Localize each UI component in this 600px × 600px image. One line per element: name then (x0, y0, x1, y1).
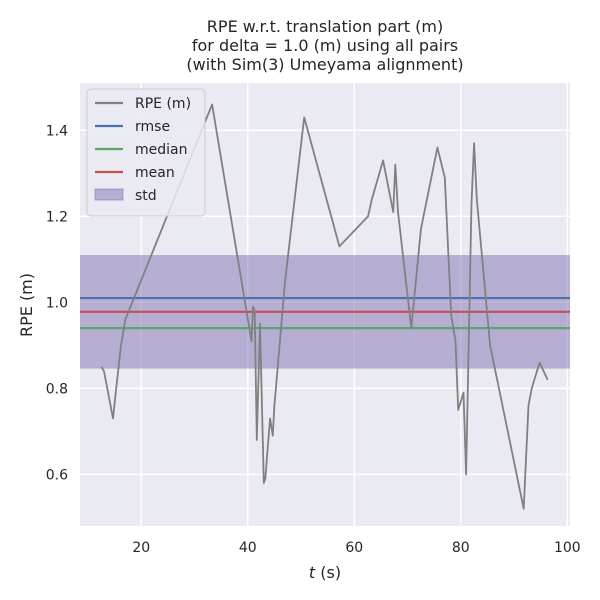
legend-label: mean (135, 165, 175, 181)
legend: RPE (m) rmse median mean std (86, 88, 206, 217)
x-tick-label: 20 (132, 540, 150, 556)
legend-label: RPE (m) (135, 96, 191, 112)
x-tick-label: 60 (345, 540, 363, 556)
chart-title-line: for delta = 1.0 (m) using all pairs (192, 36, 458, 55)
legend-label: std (135, 188, 157, 204)
x-axis-label-italic: t (309, 563, 316, 582)
y-tick-label: 1.4 (46, 123, 68, 139)
x-tick-label: 100 (554, 540, 581, 556)
legend-swatch (94, 188, 124, 201)
tick-labels: 20 40 60 80 100 0.6 0.8 1.0 1.2 1.4 (46, 123, 581, 556)
legend-label: rmse (135, 119, 170, 135)
legend-box (86, 88, 206, 217)
x-tick-label: 40 (239, 540, 257, 556)
y-axis-label: RPE (m) (17, 273, 36, 337)
rpe-series-line (100, 103, 549, 510)
y-tick-label: 0.6 (46, 467, 68, 483)
y-tick-label: 1.2 (46, 209, 68, 225)
chart-title-line: (with Sim(3) Umeyama alignment) (186, 55, 463, 74)
y-tick-label: 0.8 (46, 381, 68, 397)
chart-title: RPE w.r.t. translation part (m)for delta… (186, 17, 463, 74)
legend-label: median (135, 142, 187, 158)
y-tick-label: 1.0 (46, 295, 68, 311)
x-tick-label: 80 (452, 540, 470, 556)
chart-title-line: RPE w.r.t. translation part (m) (207, 17, 443, 36)
x-axis-label-unit: (s) (315, 563, 341, 582)
x-axis-label: t (s) (309, 563, 341, 582)
